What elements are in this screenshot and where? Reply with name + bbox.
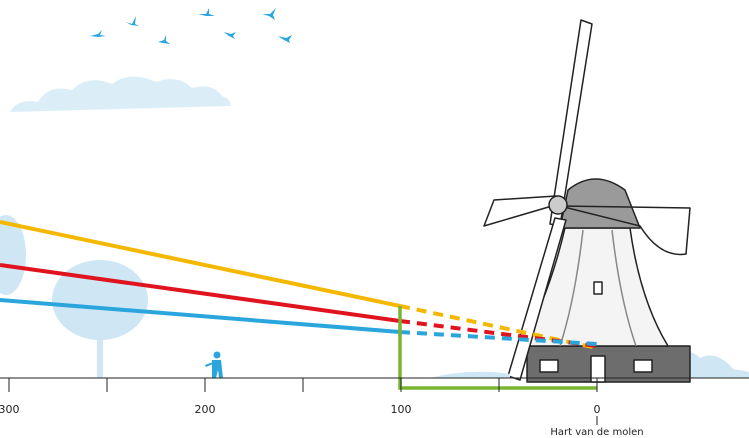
- axis-ticks: 300 200 100 0: [0, 378, 601, 416]
- axis-tick-label: 100: [391, 403, 412, 416]
- windmill-part: [549, 196, 567, 214]
- axis-tick-label: 200: [195, 403, 216, 416]
- windmill: [484, 20, 690, 382]
- axis-caption: Hart van de molen: [550, 427, 643, 438]
- birds: [90, 8, 292, 44]
- birds-part: [198, 8, 215, 16]
- windmill-part: [484, 196, 556, 226]
- person-part: [212, 360, 223, 378]
- person-part: [214, 352, 221, 359]
- person-part: [205, 362, 213, 367]
- birds-part: [126, 16, 139, 26]
- axis-tick-label: 300: [0, 403, 20, 416]
- windmill-part: [634, 360, 652, 372]
- person: [205, 352, 223, 379]
- axis-tick-label: 0: [594, 403, 601, 416]
- birds-part: [278, 35, 292, 43]
- cloud: [10, 76, 230, 112]
- birds-part: [158, 35, 170, 44]
- birds-part: [262, 8, 276, 20]
- illustration: 300 200 100 0 Hart van de molen: [0, 0, 749, 438]
- birds-part: [224, 32, 236, 39]
- windmill-part: [594, 282, 602, 294]
- trees-part: [97, 300, 103, 378]
- windmill-part: [540, 360, 558, 372]
- birds-part: [90, 30, 106, 37]
- windmill-part: [560, 179, 640, 228]
